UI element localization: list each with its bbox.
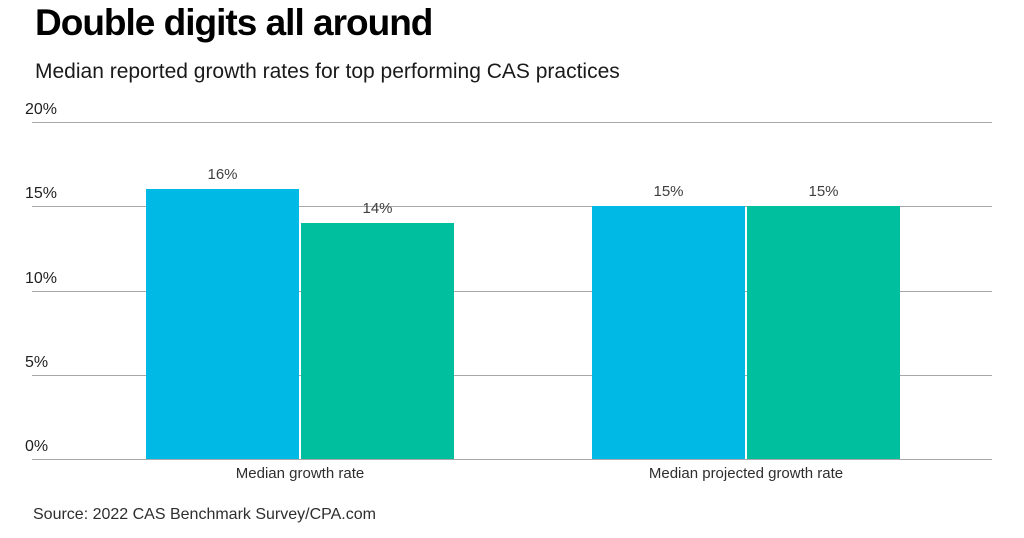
bar-value-label: 15% <box>653 183 684 200</box>
bar-value-label: 15% <box>808 183 839 200</box>
plot-area: 20% 15% 10% 5% 0% 16% 14% 15% 15% <box>25 101 992 460</box>
x-category-label: Median projected growth rate <box>648 465 844 482</box>
bar-value-label: 16% <box>207 166 238 183</box>
bar-group2-series1 <box>592 206 745 459</box>
gridline: 15% <box>25 185 992 207</box>
bar-group1-series2 <box>301 223 454 459</box>
gridline: 10% <box>25 270 992 292</box>
bar-group2-series2 <box>747 206 900 459</box>
gridline: 5% <box>25 354 992 376</box>
y-tick-label: 20% <box>25 101 58 118</box>
x-category-label: Median growth rate <box>235 465 365 482</box>
chart-title: Double digits all around <box>35 2 433 43</box>
y-tick-label: 0% <box>25 438 49 455</box>
y-tick-label: 10% <box>25 270 58 287</box>
bar-value-label: 14% <box>362 200 393 217</box>
gridline: 20% <box>25 101 992 123</box>
gridline: 0% <box>25 438 992 460</box>
y-tick-label: 5% <box>25 354 49 371</box>
chart-subtitle: Median reported growth rates for top per… <box>35 60 620 83</box>
bar-group1-series1 <box>146 189 299 459</box>
source-note: Source: 2022 CAS Benchmark Survey/CPA.co… <box>33 506 376 523</box>
y-tick-label: 15% <box>25 185 58 202</box>
